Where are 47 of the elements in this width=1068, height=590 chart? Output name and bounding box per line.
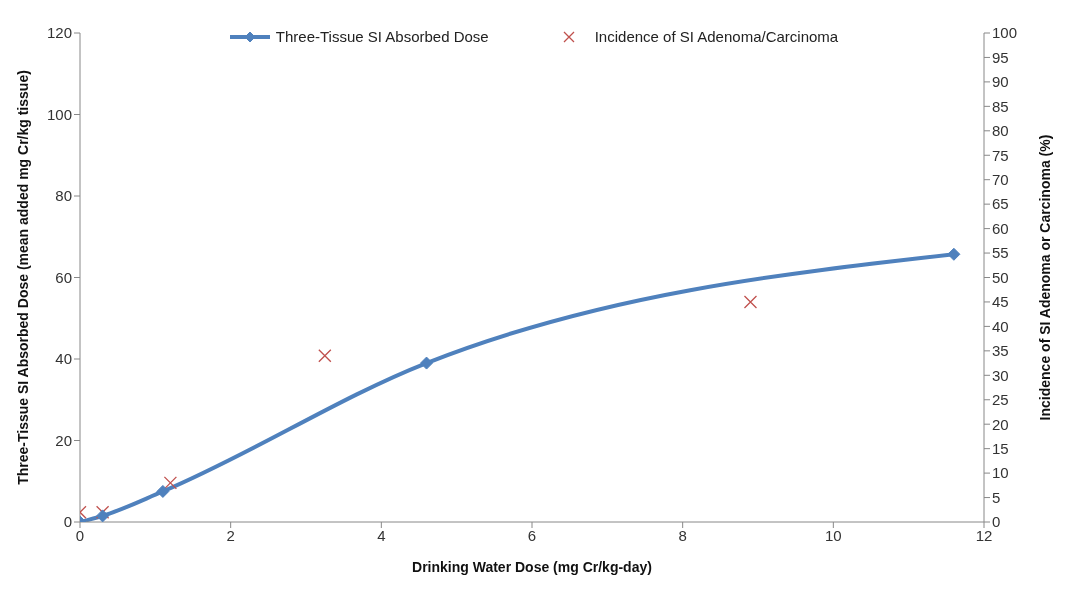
y2-tick-label: 35 <box>992 342 1009 360</box>
y-tick-label: 120 <box>46 24 72 42</box>
y2-tick-label: 30 <box>992 366 1009 384</box>
point <box>947 247 961 261</box>
point <box>318 349 332 363</box>
y-tick-label: 20 <box>55 431 72 449</box>
y2-tick-label: 20 <box>992 415 1009 433</box>
x-tick-label: 10 <box>824 526 842 544</box>
y2-tick-label: 15 <box>992 439 1009 457</box>
y2-tick-label: 75 <box>992 146 1009 164</box>
x-tick-label: 0 <box>75 526 85 544</box>
y2-tick-label: 0 <box>992 513 1001 531</box>
y2-axis-title: Incidence of SI Adenoma or Carcinoma (%) <box>1036 134 1053 421</box>
y2-tick-label: 40 <box>992 317 1009 335</box>
x-tick-label: 8 <box>678 526 687 544</box>
y2-tick-label: 100 <box>992 24 1018 42</box>
y2-tick-label: 60 <box>992 219 1009 237</box>
y-tick-label: 100 <box>46 105 72 123</box>
legend-label: Incidence of SI Adenoma/Carcinoma <box>594 28 839 45</box>
point <box>156 484 170 498</box>
point <box>96 509 110 522</box>
x-tick-label: 2 <box>226 526 235 544</box>
y2-tick-label: 70 <box>992 171 1009 189</box>
x-axis-title: Drinking Water Dose (mg Cr/kg-day) <box>412 559 652 575</box>
x-tick-label: 12 <box>975 526 993 544</box>
y2-tick-label: 10 <box>992 464 1009 482</box>
y2-tick-label: 95 <box>992 48 1009 66</box>
x-tick-label: 4 <box>377 526 386 544</box>
y2-tick-label: 55 <box>992 244 1009 262</box>
y2-tick-label: 50 <box>992 268 1009 286</box>
y2-tick-label: 25 <box>992 391 1009 409</box>
y2-tick-label: 45 <box>992 293 1009 311</box>
y-axis-title: Three-Tissue SI Absorbed Dose (mean added mg Cr/kg tissue) <box>14 70 31 485</box>
y2-tick-label: 85 <box>992 97 1009 115</box>
legend-label: Three-Tissue SI Absorbed Dose <box>275 28 489 45</box>
y2-tick-label: 5 <box>992 488 1001 506</box>
point <box>420 356 434 370</box>
point <box>743 295 758 309</box>
y-tick-label: 0 <box>63 513 72 531</box>
point <box>163 476 178 490</box>
y-tick-label: 40 <box>55 350 72 368</box>
y2-tick-label: 65 <box>992 195 1009 213</box>
y-tick-label: 80 <box>55 187 72 205</box>
y2-tick-label: 80 <box>992 122 1009 140</box>
x-tick-label: 6 <box>527 526 537 544</box>
y-tick-label: 60 <box>55 268 72 286</box>
y2-tick-label: 90 <box>992 73 1009 91</box>
